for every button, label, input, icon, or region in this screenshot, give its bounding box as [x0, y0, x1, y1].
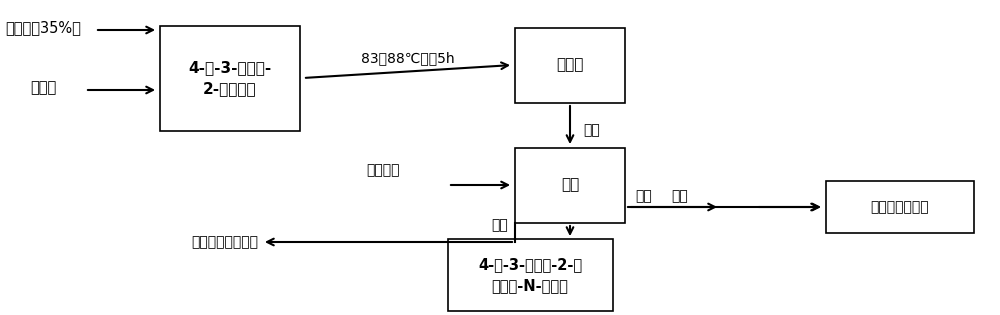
Text: 二氯甲烷: 二氯甲烷: [366, 163, 400, 177]
Text: 双氧水（35%）: 双氧水（35%）: [5, 20, 81, 36]
Text: 回收催化剂套用: 回收催化剂套用: [871, 200, 929, 214]
Text: 废水: 废水: [635, 189, 652, 203]
Bar: [448, 239, 612, 311]
Bar: [160, 26, 300, 130]
Text: 萃取: 萃取: [561, 177, 579, 192]
Text: 4-氯-3-甲氧基-2-甲
基吡啶-N-氧化物: 4-氯-3-甲氧基-2-甲 基吡啶-N-氧化物: [478, 257, 582, 293]
Text: 液碱: 液碱: [583, 123, 600, 137]
Text: 83～88℃保温5h: 83～88℃保温5h: [361, 51, 455, 65]
Text: 4-氯-3-甲氧基-
2-甲基吡啶: 4-氯-3-甲氧基- 2-甲基吡啶: [188, 60, 272, 96]
Bar: [515, 147, 625, 222]
Bar: [826, 181, 974, 233]
Text: 蒸馏: 蒸馏: [492, 218, 508, 232]
Text: 二氯甲烷回收套用: 二氯甲烷回收套用: [191, 235, 258, 249]
Text: 废水: 废水: [672, 189, 688, 203]
Text: 反应液: 反应液: [556, 58, 584, 72]
Bar: [515, 27, 625, 102]
Text: 催化剂: 催化剂: [30, 81, 56, 95]
